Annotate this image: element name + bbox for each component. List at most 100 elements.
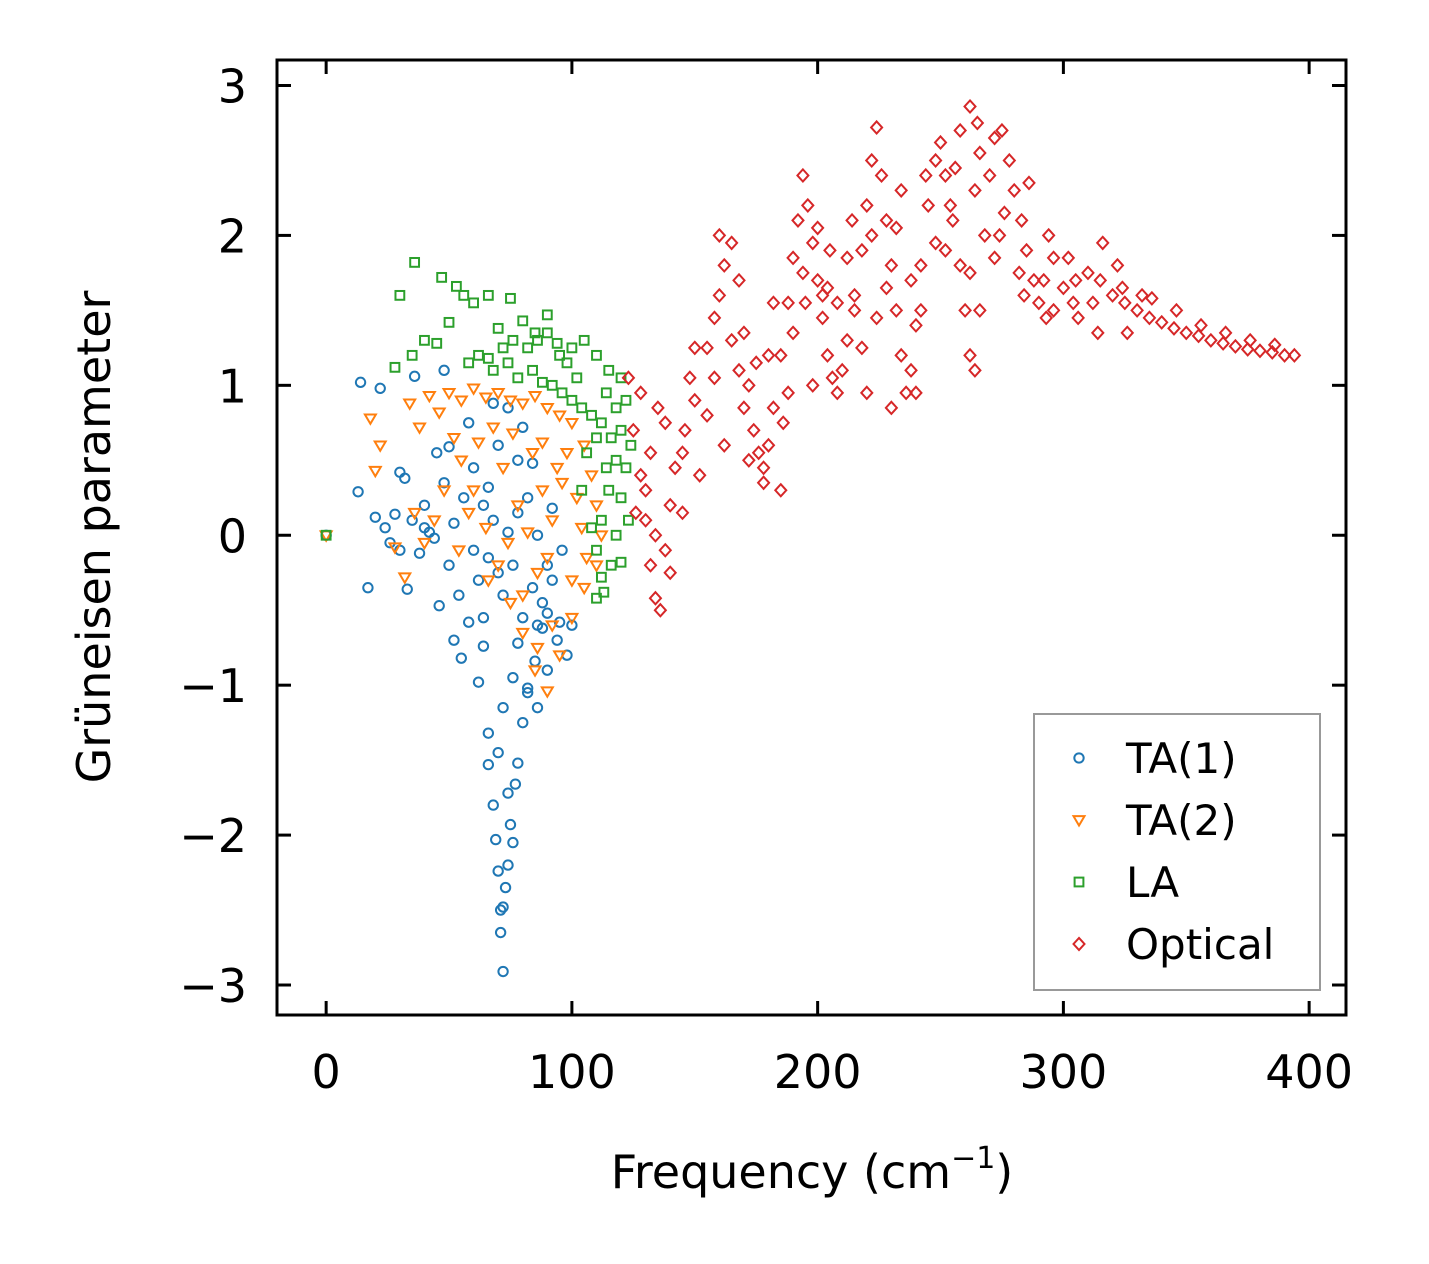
data-point	[487, 514, 499, 526]
data-point	[482, 289, 494, 301]
data-point	[687, 340, 702, 356]
data-point	[1253, 343, 1267, 359]
data-point	[928, 152, 943, 168]
data-point	[1130, 302, 1144, 318]
data-point	[374, 382, 386, 395]
data-point	[584, 470, 599, 483]
data-point	[579, 552, 594, 566]
data-point	[864, 227, 879, 243]
data-point	[515, 627, 530, 641]
data-point	[749, 355, 764, 371]
data-point	[766, 400, 781, 416]
data-point	[517, 612, 529, 624]
data-point	[598, 586, 610, 598]
series-ta-1-	[320, 364, 578, 978]
data-point	[1287, 347, 1302, 363]
data-point	[756, 475, 771, 491]
data-point	[406, 349, 418, 361]
tick-labels: 0 100 200 300 400 −3 −2 −1 0 1 2 3	[179, 59, 1353, 1099]
data-point	[472, 574, 485, 586]
data-point	[549, 462, 565, 476]
data-point	[700, 407, 714, 423]
data-point	[1056, 280, 1071, 296]
data-point	[463, 616, 475, 628]
data-point	[586, 522, 597, 534]
data-point	[512, 507, 524, 519]
data-point	[1036, 272, 1051, 288]
data-point	[520, 527, 535, 540]
data-point	[544, 620, 560, 633]
data-point	[515, 590, 530, 603]
data-point	[987, 130, 1002, 146]
data-point	[540, 686, 555, 699]
data-point	[1071, 310, 1085, 326]
data-point	[958, 302, 972, 318]
data-point	[914, 257, 928, 273]
data-point	[830, 385, 845, 401]
x-tick-label: 300	[1019, 1045, 1107, 1099]
data-point	[473, 349, 484, 361]
data-point	[352, 486, 364, 498]
data-point	[466, 383, 481, 396]
data-point	[471, 437, 486, 450]
data-point	[889, 302, 904, 318]
data-point	[387, 542, 403, 555]
data-point	[864, 152, 879, 168]
data-point	[544, 515, 560, 528]
data-point	[1277, 347, 1292, 363]
data-point	[320, 529, 332, 541]
data-point	[798, 295, 813, 311]
data-point	[486, 422, 501, 435]
data-point	[431, 337, 443, 349]
data-point	[623, 514, 634, 526]
data-point	[796, 167, 810, 183]
data-point	[487, 799, 499, 811]
data-point	[466, 485, 481, 498]
data-point	[503, 395, 518, 408]
data-point	[1228, 338, 1243, 354]
data-point	[724, 332, 739, 348]
data-point	[773, 347, 788, 363]
data-point	[1216, 335, 1230, 351]
data-point	[1243, 332, 1258, 348]
data-point	[450, 280, 462, 292]
data-point	[1095, 235, 1110, 251]
data-point	[490, 387, 506, 401]
data-point	[894, 182, 909, 198]
x-axis-title: Frequency (cm−1)	[611, 1141, 1014, 1199]
data-point	[648, 590, 663, 606]
data-point	[1115, 280, 1130, 296]
data-point	[500, 537, 516, 551]
data-point	[620, 462, 632, 474]
data-point	[594, 530, 609, 543]
data-point	[477, 612, 490, 624]
data-point	[492, 746, 504, 759]
data-point	[423, 526, 436, 538]
data-point	[527, 390, 543, 404]
data-point	[776, 415, 791, 431]
data-point	[431, 447, 443, 459]
data-point	[1002, 152, 1017, 168]
data-point	[847, 287, 862, 303]
y-tick-label: 3	[218, 59, 247, 113]
data-point	[531, 529, 544, 541]
data-point	[717, 257, 732, 273]
legend-marker	[1071, 815, 1087, 828]
data-point	[505, 428, 521, 441]
data-point	[909, 317, 923, 333]
data-point	[845, 212, 859, 228]
data-point	[576, 582, 592, 596]
data-point	[492, 439, 504, 451]
data-point	[823, 242, 837, 258]
data-point	[517, 421, 529, 433]
legend-label: Optical	[1126, 920, 1274, 969]
data-point	[605, 559, 617, 571]
data-point	[559, 447, 575, 461]
data-point	[970, 115, 985, 131]
data-point	[855, 242, 869, 258]
data-point	[904, 362, 918, 378]
data-point	[446, 432, 462, 446]
data-point	[591, 544, 602, 556]
data-point	[492, 567, 504, 579]
